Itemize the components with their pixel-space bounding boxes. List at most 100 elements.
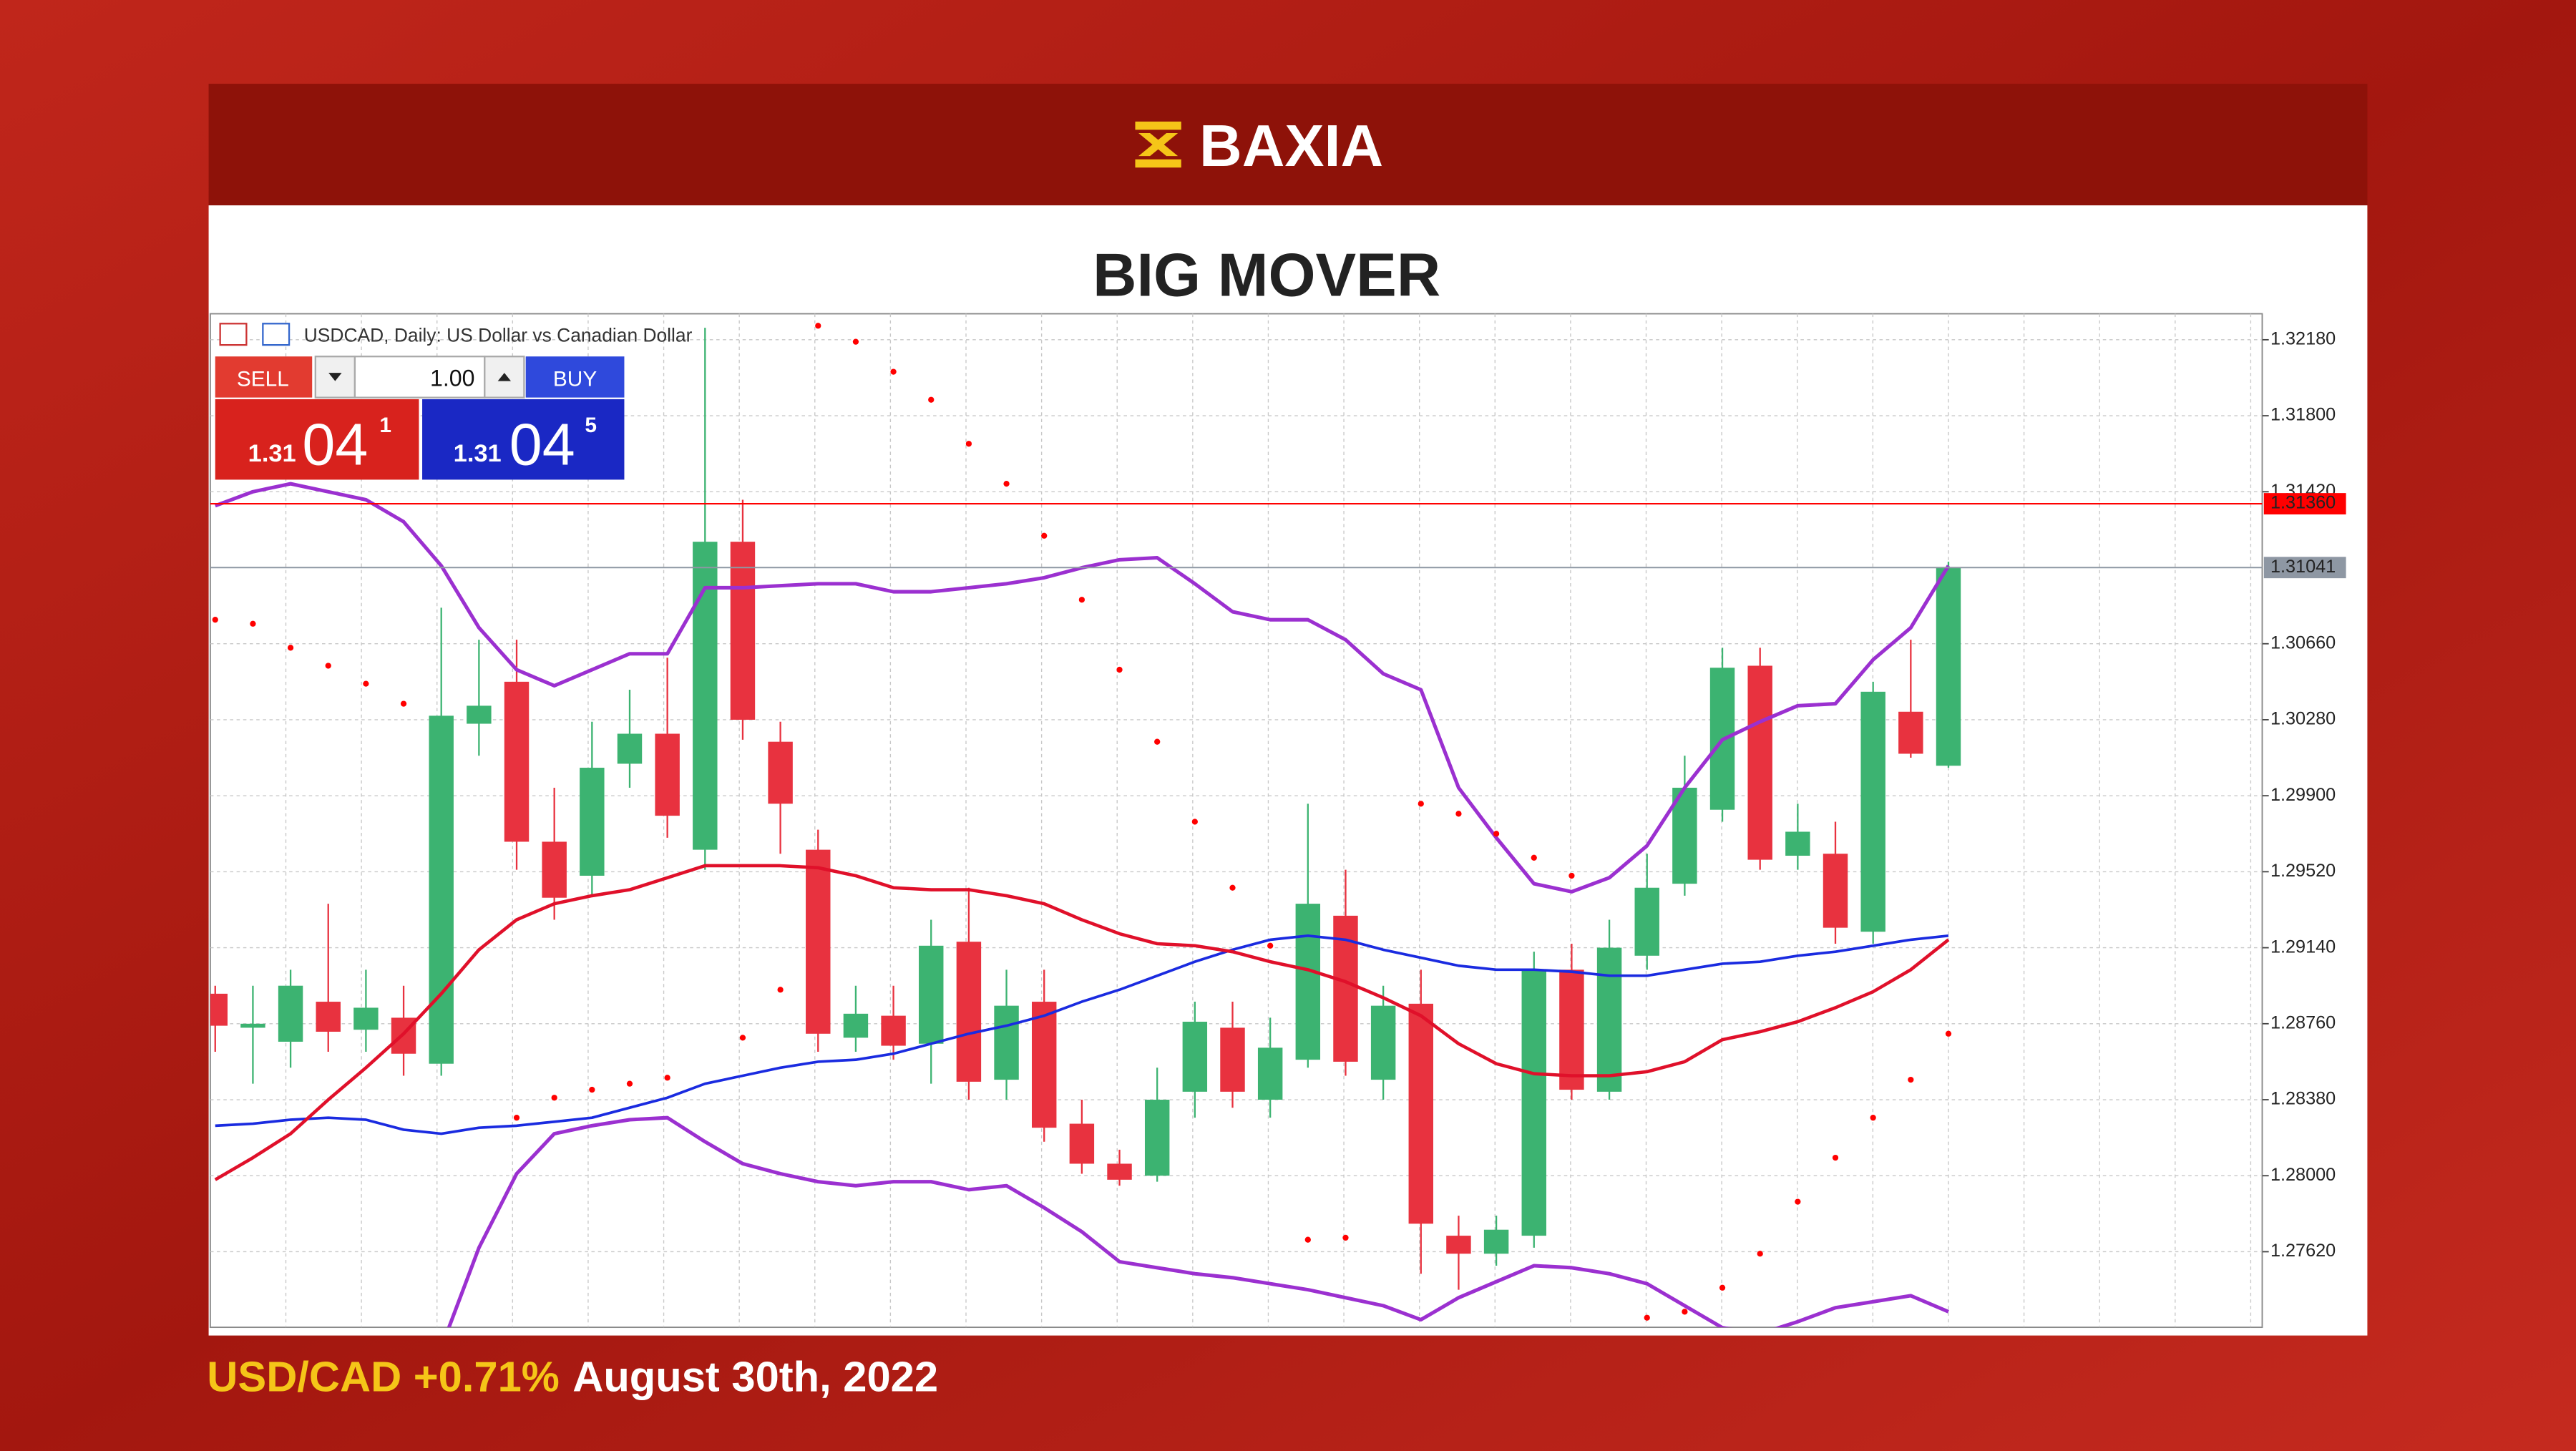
candle-body — [1446, 1236, 1471, 1254]
sar-dot — [1682, 1309, 1688, 1315]
trade-panel: USDCAD, Daily: US Dollar vs Canadian Dol… — [215, 323, 693, 480]
sar-dot — [1154, 738, 1161, 745]
candle-body — [881, 1015, 906, 1046]
sar-dot — [1267, 942, 1274, 949]
candle-body — [240, 1023, 265, 1028]
sar-dot — [1116, 666, 1123, 673]
candle-body — [1521, 969, 1546, 1236]
bid-small: 1 — [379, 414, 391, 437]
ask-main: 04 — [509, 411, 575, 478]
sar-dot — [1041, 532, 1048, 539]
y-tick-label: 1.29900 — [2270, 785, 2336, 805]
candle-body — [1898, 711, 1923, 754]
sar-dot — [551, 1095, 557, 1101]
banner — [208, 84, 2368, 205]
sar-dot — [1870, 1115, 1876, 1121]
y-tick-label: 1.29520 — [2270, 861, 2336, 881]
sar-dot — [928, 396, 935, 403]
sar-dot — [1191, 819, 1198, 825]
sar-dot — [1757, 1251, 1763, 1257]
candle-body — [994, 1005, 1019, 1080]
indicator-line — [214, 864, 1950, 1181]
sar-dot — [1719, 1284, 1726, 1291]
candle-body — [768, 741, 793, 804]
sar-dot — [965, 441, 972, 447]
ask-small: 5 — [585, 414, 597, 437]
buy-label[interactable]: BUY — [553, 368, 597, 391]
candle-body — [1220, 1027, 1245, 1092]
plot-frame — [209, 313, 2263, 1329]
brand: BAXIA — [1199, 112, 1383, 179]
sar-dot — [626, 1080, 633, 1087]
candle-body — [919, 945, 944, 1044]
sar-dot — [1908, 1076, 1914, 1083]
sar-dot — [287, 645, 294, 651]
y-tick-label: 1.28760 — [2270, 1012, 2336, 1032]
y-tick-label: 1.27620 — [2270, 1241, 2336, 1261]
y-tick-label: 1.28380 — [2270, 1089, 2336, 1109]
buy-button[interactable] — [525, 356, 625, 398]
price-tag-label: 1.31041 — [2270, 557, 2336, 577]
candle-body — [1634, 887, 1659, 956]
price-tag-label: 1.31360 — [2270, 493, 2336, 513]
candle-body — [1257, 1047, 1283, 1100]
sar-dot — [1418, 801, 1424, 807]
symbol: USDCAD, Daily: US Dollar vs Canadian Dol… — [304, 325, 693, 346]
sar-dot — [250, 620, 256, 627]
sar-dot — [513, 1115, 520, 1121]
candle-body — [1672, 787, 1697, 884]
sar-dot — [400, 700, 407, 707]
candle-body — [1182, 1022, 1208, 1092]
arrow — [328, 373, 342, 381]
ask-box[interactable] — [422, 399, 625, 480]
sar-dot — [1493, 831, 1500, 837]
candle-body — [580, 768, 605, 876]
sar-dot — [1531, 854, 1537, 861]
sell-button[interactable] — [215, 356, 313, 398]
candle-body — [316, 1002, 341, 1032]
candle-body — [1408, 1003, 1434, 1224]
candle-body — [1483, 1229, 1509, 1254]
candle-body — [1596, 947, 1622, 1092]
volume[interactable]: 1.00 — [430, 366, 475, 391]
candle-body — [467, 705, 492, 724]
candle-body — [1823, 854, 1848, 928]
footer: USD/CAD +0.71% August 30th, 2022 — [207, 1353, 938, 1401]
plot-area — [210, 323, 1961, 1328]
sar-dot — [815, 323, 821, 329]
candle-body — [1031, 1002, 1057, 1128]
candle-body — [1747, 665, 1772, 860]
sar-dot — [777, 987, 784, 993]
candle-body — [429, 715, 454, 1064]
candle-body — [1559, 969, 1584, 1090]
logo-icon — [1135, 121, 1181, 168]
sar-dot — [890, 368, 897, 375]
candle-body — [1860, 691, 1885, 932]
sell-label[interactable]: SELL — [237, 368, 289, 391]
candle-body — [210, 993, 228, 1026]
sar-dot — [1795, 1198, 1801, 1205]
bid-box[interactable] — [215, 399, 419, 480]
y-tick-label: 1.29140 — [2270, 937, 2336, 957]
candle-body — [806, 849, 831, 1034]
candle-body — [1936, 567, 1961, 766]
y-tick-label: 1.30280 — [2270, 709, 2336, 729]
title: BIG MOVER — [1093, 240, 1440, 308]
price-tag — [2263, 493, 2346, 514]
candle-body — [956, 942, 982, 1082]
y-tick-label: 1.30660 — [2270, 632, 2336, 653]
sar-dot — [212, 617, 218, 623]
indicator-line — [447, 1115, 1949, 1328]
candle-body — [1295, 904, 1321, 1060]
sar-dot — [1342, 1234, 1349, 1241]
icon — [262, 323, 291, 346]
sar-dot — [664, 1075, 670, 1081]
y-tick-label: 1.28000 — [2270, 1165, 2336, 1185]
sar-dot — [1229, 884, 1236, 891]
date: August 30th, 2022 — [572, 1353, 938, 1401]
bid-big: 1.31 — [248, 440, 296, 467]
arrow — [497, 373, 512, 381]
sar-dot — [1832, 1154, 1839, 1161]
sar-dot — [1003, 480, 1010, 487]
